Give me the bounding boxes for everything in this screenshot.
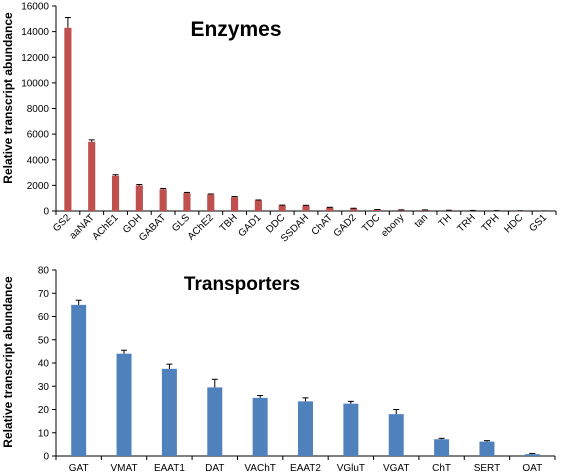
x-tick-label: ChAT [310,212,335,237]
y-axis-label: Relative transcript abundance [1,276,15,448]
x-tick-label: AChE1 [90,212,120,242]
x-tick-label: TH [437,212,454,229]
bar [326,207,334,211]
bar [88,141,96,211]
x-tick-label: VGluT [337,463,365,474]
x-tick-label: SERT [474,463,501,474]
bar [278,205,286,211]
y-tick-label: 0 [43,207,49,218]
bar [252,397,268,456]
bar [350,208,358,211]
transporters-chart: 0 10 20 30 40 50 60 70 80 GAT VMAT EAAT1 DAT VAChT EAA… [1,266,556,474]
x-tick-label: TRH [455,212,477,234]
y-tick-label: 6000 [27,130,50,141]
bar [207,387,223,456]
y-tick-label: 60 [38,312,50,323]
bar [373,209,381,211]
y-axis-label: Relative transcript abundance [1,12,15,184]
x-tick-label: VAChT [244,463,276,474]
y-tick-label: 12000 [21,53,49,64]
bar [479,441,495,456]
bar [207,194,215,211]
bar [434,439,450,456]
x-tick-label: VGAT [383,463,409,474]
x-tick-label: OAT [522,463,542,474]
bar [388,414,404,456]
x-tick-label: TPH [480,212,502,234]
y-tick-label: 2000 [27,181,50,192]
y-tick-label: 20 [38,405,50,416]
x-tick-label: GABAT [137,212,168,243]
x-tick-label: ChT [432,463,451,474]
y-tick-label: 40 [38,359,50,370]
bar [135,185,143,211]
bar [254,200,262,211]
y-tick-label: 4000 [27,155,50,166]
bar [298,401,313,456]
bar [111,175,120,211]
bar [231,197,239,211]
x-tick-label: AChE2 [186,212,216,242]
chart-title: Enzymes [190,18,281,41]
bar [183,193,191,211]
y-tick-label: 50 [38,335,50,346]
x-tick-label: VMAT [111,463,138,474]
bar [159,189,167,211]
bar [71,304,87,456]
chart-title: Transporters [184,274,300,295]
x-tick-label: GAD2 [332,212,359,239]
y-tick-label: 0 [43,452,49,463]
x-tick-label: EAAT2 [290,463,321,474]
x-tick-label: GAD1 [236,212,263,239]
bar [302,205,310,211]
x-tick-label: tan [413,212,431,230]
x-tick-label: HDC [502,212,525,235]
y-tick-label: 80 [38,266,50,277]
bar [161,368,177,456]
bar [64,27,72,211]
x-tick-label: GAT [69,463,89,474]
y-tick-label: 8000 [27,104,50,115]
bar [116,353,132,456]
x-tick-label: DAT [205,463,224,474]
y-tick-label: 10000 [21,78,49,89]
y-tick-label: 70 [38,289,50,300]
y-tick-label: 10 [38,428,50,439]
x-tick-label: GS1 [527,212,549,234]
x-tick-label: EAAT1 [154,463,185,474]
x-tick-label: ebony [379,212,406,239]
bar [524,454,540,456]
y-tick-label: 14000 [21,27,49,38]
y-tick-label: 16000 [21,2,49,13]
enzymes-chart: 0200040006000800010000120001400016000GS2… [1,2,557,244]
bar [343,403,359,456]
y-tick-label: 30 [38,382,50,393]
bar [421,210,429,211]
bar [397,209,405,211]
